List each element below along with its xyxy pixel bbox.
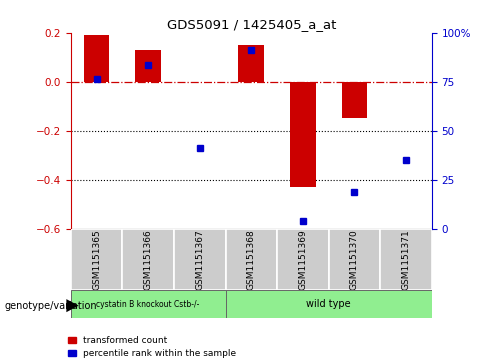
- Text: GSM1151368: GSM1151368: [247, 229, 256, 290]
- Text: GSM1151369: GSM1151369: [298, 229, 307, 290]
- Text: GSM1151370: GSM1151370: [350, 229, 359, 290]
- Text: wild type: wild type: [306, 299, 351, 309]
- Text: cystatin B knockout Cstb-/-: cystatin B knockout Cstb-/-: [97, 299, 200, 309]
- Legend: transformed count, percentile rank within the sample: transformed count, percentile rank withi…: [68, 336, 236, 359]
- Bar: [122, 229, 174, 290]
- Bar: [135, 50, 161, 82]
- Text: GSM1151365: GSM1151365: [92, 229, 101, 290]
- Text: GSM1151371: GSM1151371: [402, 229, 410, 290]
- Polygon shape: [66, 299, 79, 312]
- Bar: [225, 229, 277, 290]
- Text: GSM1151367: GSM1151367: [195, 229, 204, 290]
- Bar: [71, 229, 122, 290]
- Bar: [83, 35, 109, 82]
- Text: genotype/variation: genotype/variation: [5, 301, 98, 311]
- Bar: [380, 229, 432, 290]
- Bar: [342, 82, 367, 118]
- Text: GSM1151366: GSM1151366: [143, 229, 153, 290]
- Title: GDS5091 / 1425405_a_at: GDS5091 / 1425405_a_at: [166, 19, 336, 32]
- Bar: [239, 45, 264, 82]
- Bar: [290, 82, 316, 187]
- Bar: [225, 290, 432, 318]
- Bar: [174, 229, 225, 290]
- Bar: [277, 229, 329, 290]
- Bar: [71, 290, 225, 318]
- Bar: [329, 229, 380, 290]
